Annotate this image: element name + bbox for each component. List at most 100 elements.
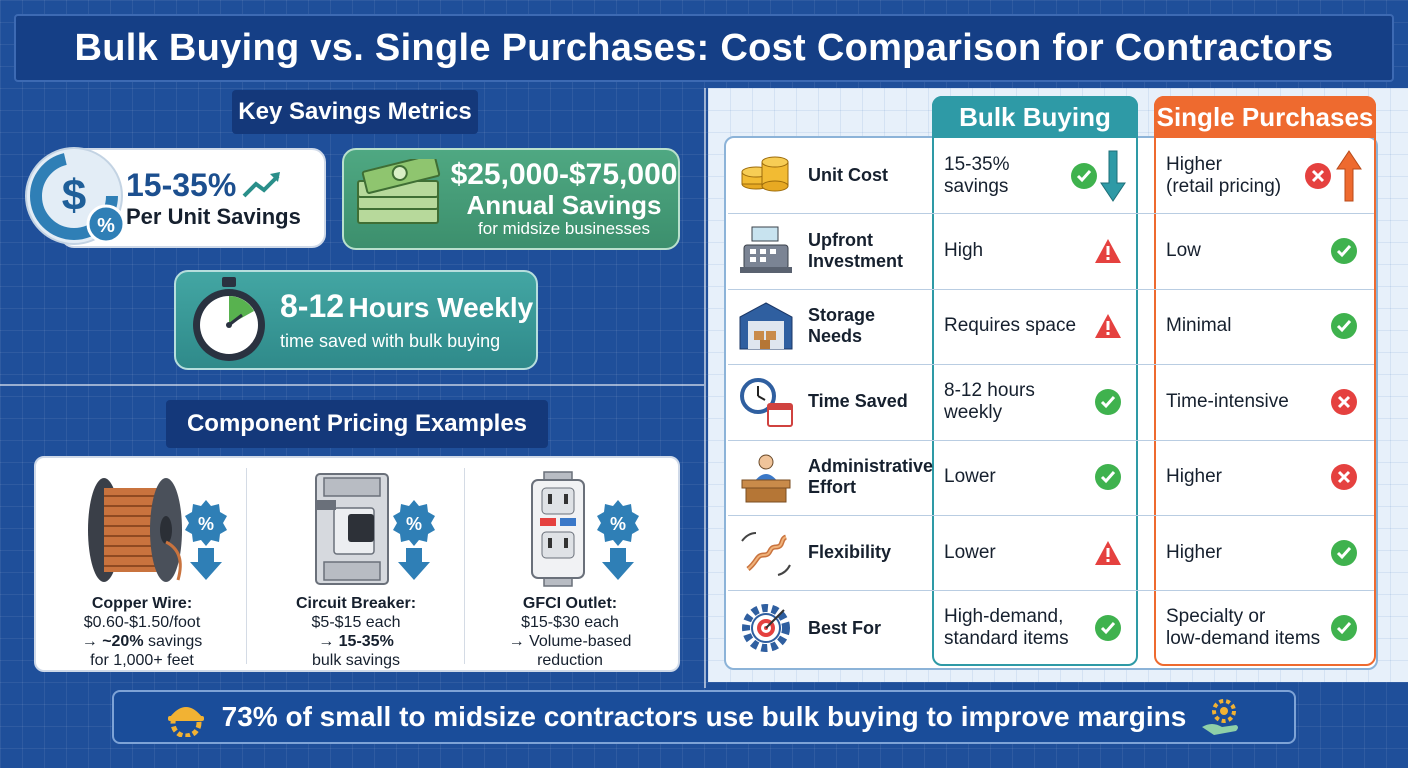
check-circle-icon (1331, 539, 1357, 566)
circuit-breaker-savings: 15-35% (338, 633, 394, 650)
single-value: Time-intensive (1166, 390, 1289, 412)
single-cell: Low (1166, 213, 1372, 288)
feature-label-cell: Administrative Effort (808, 440, 934, 515)
feature-label: Investment (808, 251, 904, 272)
warehouse-icon (739, 302, 793, 350)
bulk-cell: High (944, 213, 1134, 288)
bulk-cell: 8-12 hours weekly (944, 364, 1134, 439)
row-divider (728, 439, 1374, 441)
single-cell: Time-intensive (1166, 364, 1372, 439)
check-circle-icon (1331, 238, 1357, 265)
component-divider (246, 468, 247, 664)
x-circle-icon (1305, 162, 1331, 189)
copper-wire-spool-icon (88, 478, 182, 582)
gfci-outlet-savings-rest: Volume-based (524, 633, 632, 650)
single-cell: Specialty or low-demand items (1166, 590, 1372, 665)
single-cell: Higher (retail pricing) (1166, 138, 1372, 213)
bulk-value: Lower (944, 466, 996, 488)
single-purchases-header: Single Purchases (1154, 96, 1376, 138)
spring-icon (741, 532, 791, 576)
panel-divider (704, 88, 706, 688)
gfci-outlet-price: $15-$30 each (521, 614, 619, 631)
check-circle-icon (1095, 388, 1121, 415)
gfci-outlet-icon (531, 471, 585, 587)
svg-text:%: % (610, 514, 626, 534)
feature-label: Administrative (808, 456, 934, 477)
row-divider (728, 213, 1374, 215)
feature-label: Unit Cost (808, 165, 888, 186)
svg-text:%: % (97, 215, 115, 237)
bulk-value: 15-35% savings (944, 153, 1010, 197)
single-value: (retail pricing) (1166, 175, 1282, 197)
feature-label: Storage Needs (808, 305, 876, 347)
footer-text: 73% of small to midsize contractors use … (221, 701, 1187, 732)
bulk-buying-header: Bulk Buying (932, 96, 1138, 138)
annual-savings-card: $25,000-$75,000 Annual Savings for midsi… (342, 148, 680, 250)
percent-down-badge-icon: % (185, 500, 227, 580)
bulk-value: Lower (944, 541, 996, 563)
row-divider (728, 515, 1374, 516)
gfci-outlet-text: GFCI Outlet: $15-$30 each → Volume-based… (470, 594, 670, 670)
feature-label-cell: Flexibility (808, 515, 932, 590)
check-circle-icon (1071, 162, 1097, 189)
copper-wire-note: for 1,000+ feet (90, 652, 194, 669)
single-value: Higher (1166, 466, 1222, 488)
single-cell: Higher (1166, 440, 1372, 515)
circuit-breaker-name: Circuit Breaker: (295, 595, 417, 612)
cash-stack-icon (357, 159, 441, 224)
bulk-cell: Requires space (944, 289, 1134, 364)
component-pricing-heading: Component Pricing Examples (166, 400, 548, 448)
feature-label-cell: Best For (808, 590, 932, 665)
weekly-value: 8-12 (280, 288, 345, 324)
bulk-cell: High-demand, standard items (944, 590, 1134, 665)
feature-label-cell: Time Saved (808, 364, 932, 439)
single-value: Higher (1166, 153, 1222, 175)
cash-register-icon (740, 226, 792, 274)
arrow-glyph: → (318, 633, 335, 650)
page-title: Bulk Buying vs. Single Purchases: Cost C… (74, 26, 1334, 69)
row-divider (728, 364, 1374, 366)
warning-triangle-icon (1095, 239, 1121, 264)
arrow-down-icon (1100, 150, 1126, 202)
x-circle-icon (1331, 388, 1357, 415)
single-value: Low (1166, 240, 1201, 262)
bulk-cell: 15-35% savings (944, 138, 1134, 213)
copper-wire-savings-rest: savings (143, 633, 203, 650)
single-cell: Minimal (1166, 289, 1372, 364)
component-divider (464, 468, 465, 664)
warning-triangle-icon (1095, 540, 1121, 565)
single-value: Minimal (1166, 315, 1232, 337)
single-value: Specialty or (1166, 606, 1266, 628)
copper-wire-name: Copper Wire: (91, 595, 193, 612)
per-unit-value: 15-35% (126, 166, 237, 203)
coins-icon (741, 156, 789, 192)
copper-wire-price: $0.60-$1.50/foot (83, 614, 201, 631)
trend-up-icon (242, 172, 281, 198)
bulk-value: High-demand, (944, 606, 1064, 628)
gear-target-icon (742, 604, 790, 653)
bulk-value: High (944, 240, 984, 262)
bulk-cell: Lower (944, 515, 1134, 590)
annual-sub: for midsize businesses (478, 219, 650, 238)
weekly-sub: time saved with bulk buying (280, 331, 501, 351)
bulk-value: Requires space (944, 315, 1077, 337)
circuit-breaker-price: $5-$15 each (311, 614, 401, 631)
weekly-suffix: Hours Weekly (348, 292, 534, 323)
check-circle-icon (1331, 615, 1357, 642)
bulk-cell: Lower (944, 440, 1134, 515)
footer-banner: 73% of small to midsize contractors use … (112, 690, 1296, 744)
annual-label: Annual Savings (466, 190, 662, 220)
feature-label: Flexibility (808, 542, 892, 563)
circuit-breaker-note: bulk savings (311, 652, 401, 669)
arrow-up-icon (1336, 149, 1362, 202)
single-cell: Higher (1166, 515, 1372, 590)
feature-label: Time Saved (808, 391, 908, 412)
per-unit-label: Per Unit Savings (126, 203, 301, 229)
feature-label-cell: Unit Cost (808, 138, 932, 213)
annual-value: $25,000-$75,000 (450, 158, 678, 191)
bulk-value: standard items (944, 628, 1069, 650)
single-value: Higher (1166, 541, 1222, 563)
svg-text:%: % (198, 514, 214, 534)
weekly-time-card: 8-12 Hours Weekly time saved with bulk b… (174, 270, 538, 370)
feature-label: Best For (808, 617, 882, 638)
